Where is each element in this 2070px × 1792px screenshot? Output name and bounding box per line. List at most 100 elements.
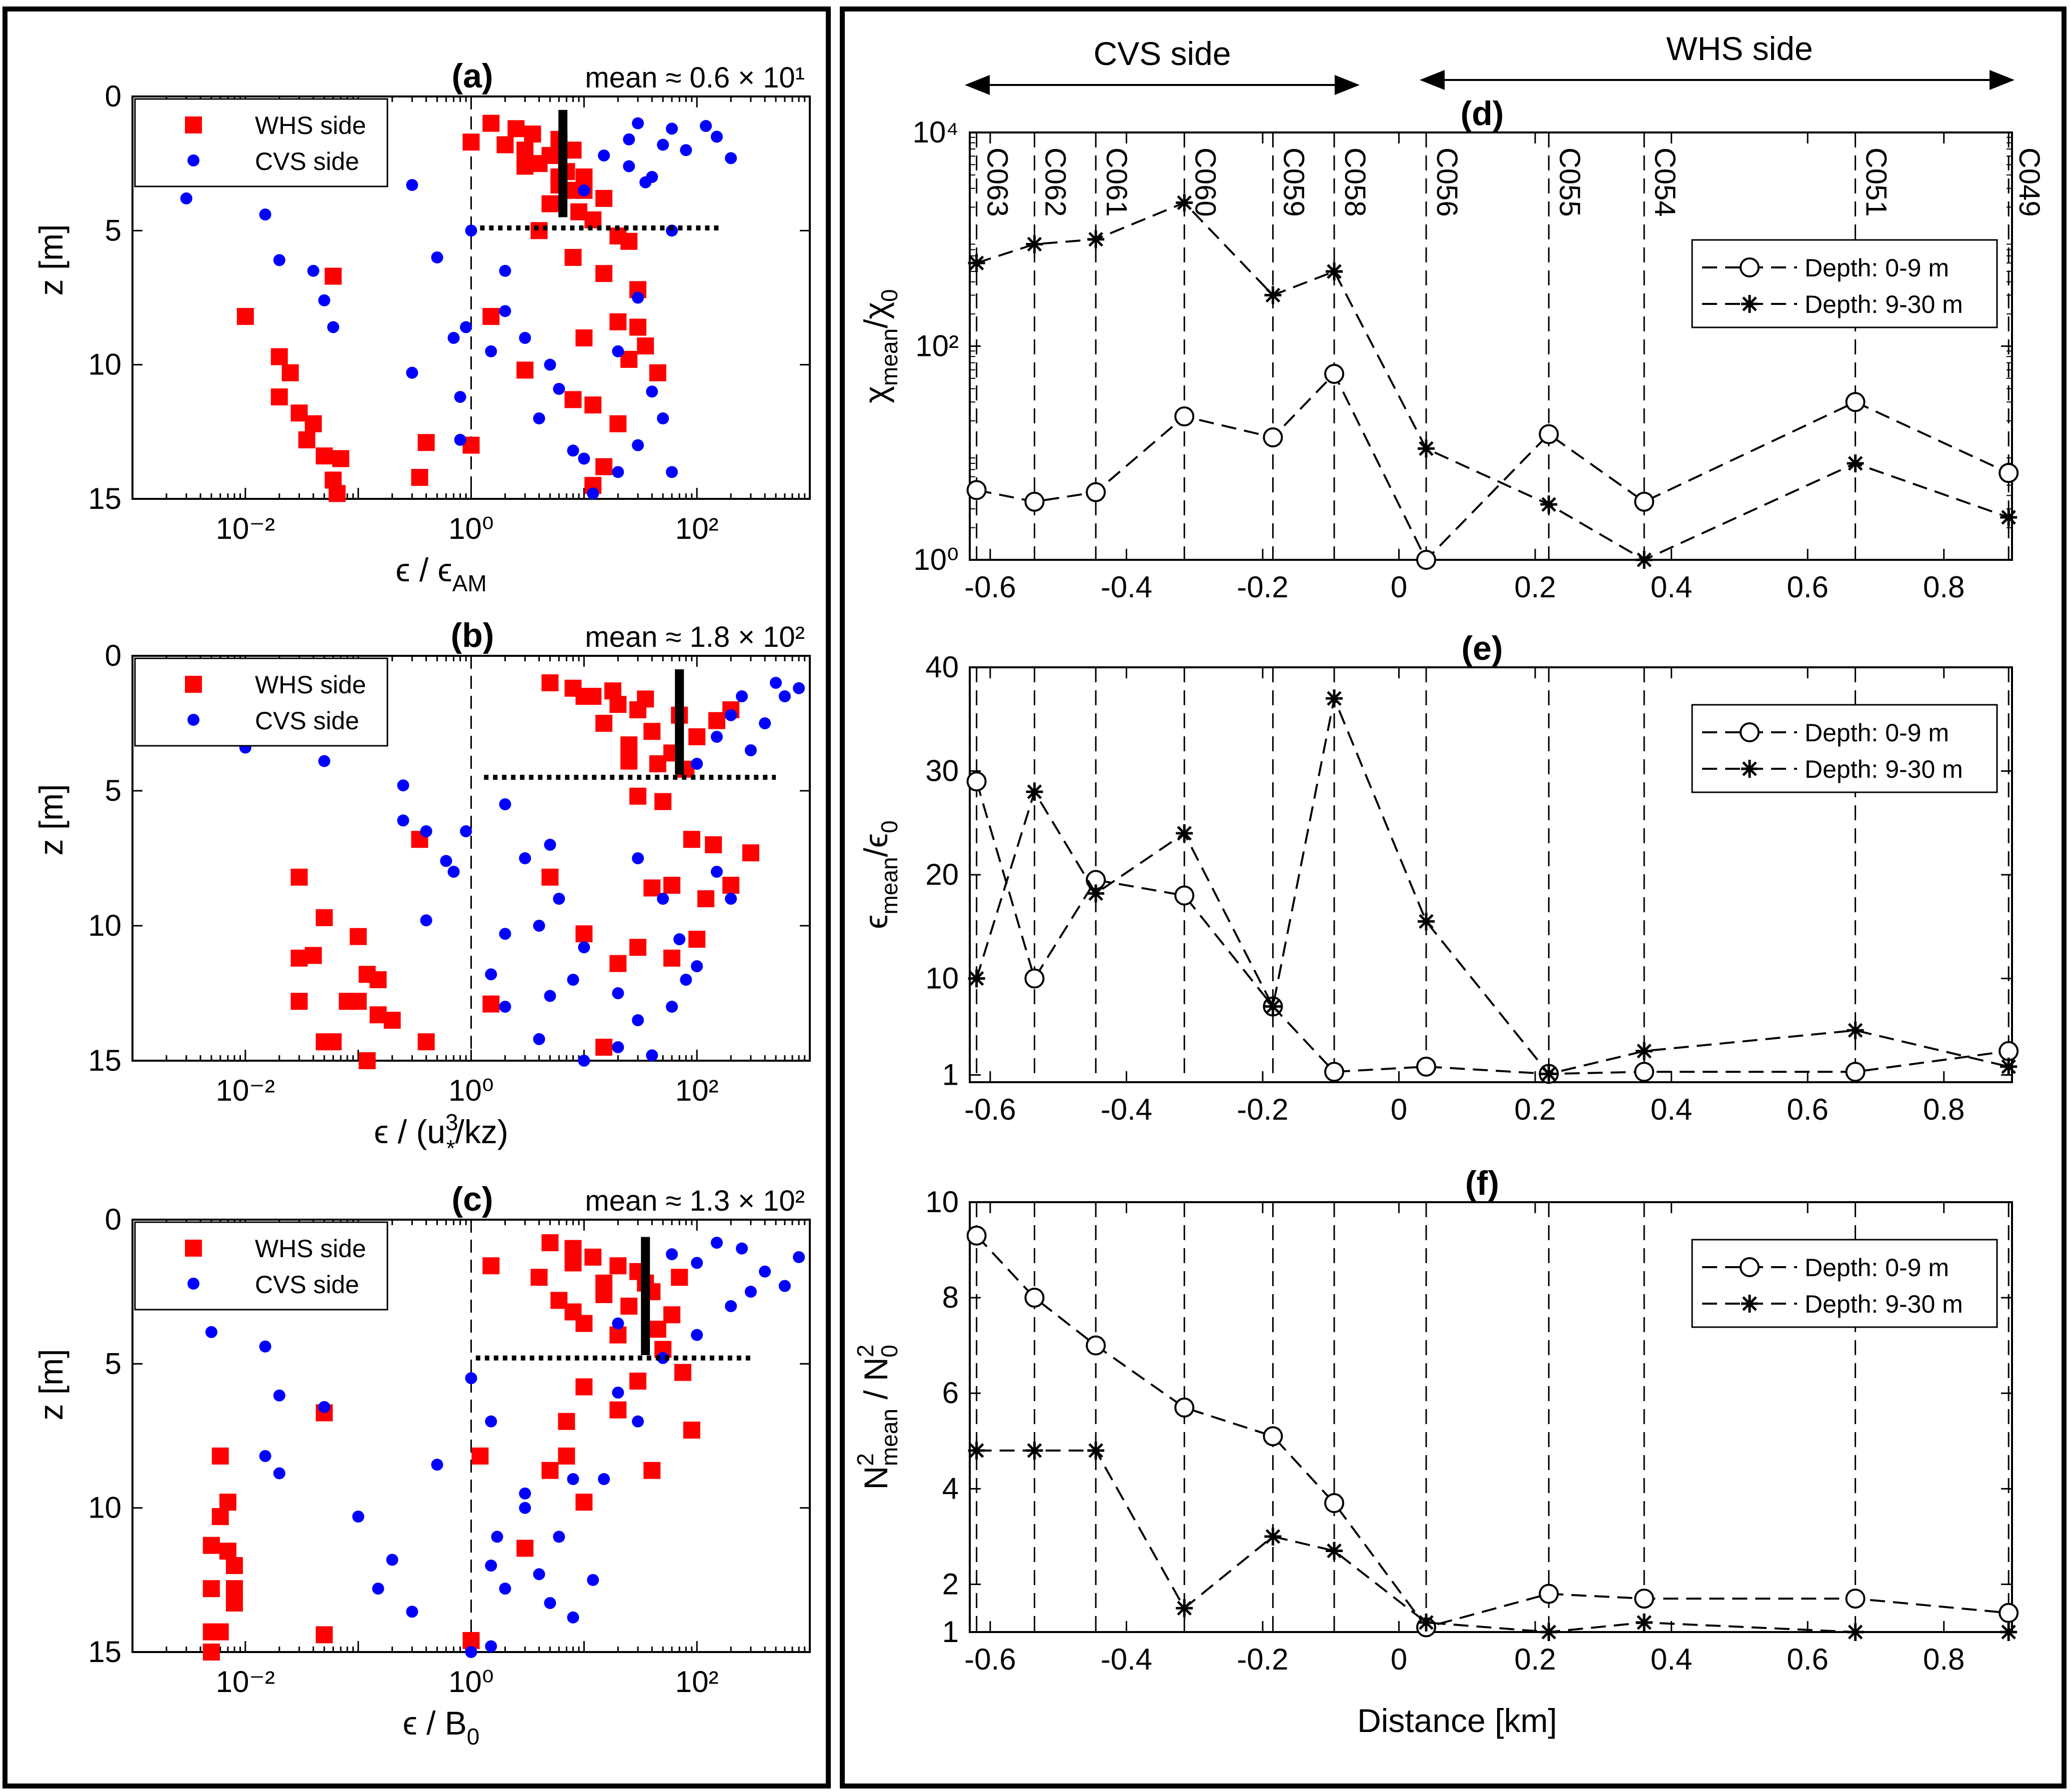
- legend-box: [134, 1221, 388, 1311]
- whs-data-point: [629, 1372, 647, 1390]
- series-circle-marker: [1999, 1041, 2019, 1061]
- cvs-data-point: [499, 264, 511, 277]
- asterisk-stroke: [1327, 691, 1342, 706]
- y-axis-label-main: χ: [857, 386, 894, 403]
- whs-data-point: [595, 189, 613, 207]
- series-asterisk-marker: [1326, 689, 1343, 708]
- legend-asterisk-marker: [1741, 295, 1758, 313]
- whs-data-point: [564, 141, 582, 159]
- x-tick-label: 0: [1391, 1643, 1407, 1676]
- whs-data-point: [649, 755, 666, 772]
- y-tick-label: 6: [942, 1376, 959, 1410]
- x-tick-label: 0.4: [1651, 1093, 1692, 1126]
- y-tick-label: 0: [105, 79, 121, 113]
- cvs-data-point: [710, 731, 723, 743]
- series-circle-marker: [1634, 1062, 1655, 1082]
- legend-whs-label: WHS side: [255, 1235, 366, 1263]
- whs-data-point: [649, 364, 666, 381]
- panel-b: 10⁻² 10⁰ 10² 0 5 10 15 WHS side CVS side (b) mean …: [88, 616, 811, 1161]
- whs-data-point: [629, 787, 647, 805]
- panel-c: 10⁻² 10⁰ 10² 0 5 10 15 WHS side CVS side (c) mean …: [88, 1180, 811, 1750]
- legend-box: [134, 98, 388, 187]
- x-tick-label: 0: [1391, 570, 1407, 604]
- cvs-data-point: [657, 1352, 669, 1364]
- cvs-data-point: [485, 345, 497, 357]
- cvs-data-point: [519, 1502, 531, 1514]
- whs-data-point: [584, 396, 602, 414]
- y-axis-label-sub: mean: [876, 328, 902, 386]
- y-tick-label: 10⁰: [913, 543, 959, 576]
- whs-data-point: [595, 265, 613, 282]
- cvs-data-point: [700, 120, 712, 132]
- whs-data-point: [584, 1248, 602, 1266]
- cvs-data-point: [454, 391, 466, 403]
- cvs-data-point: [612, 1387, 624, 1399]
- cvs-data-point: [431, 1459, 443, 1471]
- asterisk-stroke: [1541, 497, 1557, 512]
- cvs-data-point: [710, 1237, 723, 1249]
- mean-annotation-a: mean ≈ 0.6 × 10¹: [585, 61, 805, 94]
- cvs-data-point: [680, 974, 692, 986]
- series-line: [975, 781, 2009, 1075]
- y-axis-label-sup: 2: [852, 1453, 878, 1466]
- asterisk-stroke: [1027, 236, 1042, 252]
- x-axis-label-b: ϵ / (u3 */kz): [374, 1109, 508, 1161]
- cvs-data-point: [770, 677, 782, 689]
- panel-f: -0.6 -0.4 -0.2 0 0.2 0.4 0.6 0.8 1 2 4 6 8 10 Depth: 0…: [852, 1164, 2019, 1676]
- whs-data-point: [417, 1033, 435, 1051]
- whs-data-point: [620, 1298, 638, 1315]
- series-asterisk-marker: [1087, 1441, 1105, 1460]
- cvs-data-point: [578, 184, 590, 196]
- series-asterisk-marker: [1418, 439, 1435, 458]
- panel-title-f: (f): [1465, 1164, 1499, 1202]
- series-circle-marker: [1539, 1584, 1559, 1604]
- whs-data-point: [742, 844, 759, 862]
- whs-data-point: [643, 879, 661, 897]
- x-axis-label-sub: *: [446, 1135, 455, 1161]
- cvs-data-point: [259, 1340, 271, 1353]
- whs-data-point: [722, 877, 740, 894]
- asterisk-stroke: [2001, 510, 2016, 525]
- cvs-data-point: [499, 1001, 511, 1013]
- cvs-data-point: [578, 1055, 590, 1067]
- asterisk-stroke: [1419, 1615, 1434, 1630]
- asterisk-stroke: [1742, 1296, 1757, 1311]
- legend-b: WHS side CVS side: [134, 657, 388, 747]
- ylabel-c: z [m]: [32, 1349, 69, 1421]
- legend-label-0-9m: Depth: 0-9 m: [1805, 719, 1949, 747]
- legend-label-9-30m: Depth: 9-30 m: [1805, 755, 1963, 783]
- series-asterisk-marker: [1264, 997, 1282, 1016]
- y-tick-label: 1: [942, 1058, 959, 1091]
- legend-box: [1691, 1239, 1998, 1328]
- x-tick-label: -0.6: [964, 1643, 1016, 1676]
- y-tick-label: 15: [88, 1635, 121, 1669]
- whs-data-point: [629, 939, 647, 956]
- cvs-data-point: [485, 968, 497, 981]
- asterisk-stroke: [1265, 999, 1281, 1014]
- panel-d: C063 C062 C061 C060 C059 C058 C056 C055 C054 C051…: [857, 94, 2046, 604]
- whs-data-point: [609, 415, 627, 432]
- x-tick-label: 10²: [675, 512, 719, 545]
- cvs-data-point: [499, 798, 511, 810]
- whs-data-point: [530, 1269, 548, 1286]
- y-tick-label: 40: [925, 650, 959, 684]
- cvs-data-point: [352, 1510, 364, 1523]
- cvs-data-point: [725, 152, 737, 164]
- cvs-data-point: [666, 224, 678, 237]
- series-asterisk-marker: [1847, 1021, 1864, 1040]
- cvs-data-point: [544, 358, 556, 371]
- y-tick-label: 5: [105, 1347, 121, 1380]
- series-circle-marker: [1634, 1589, 1655, 1609]
- whs-data-point: [482, 114, 500, 132]
- x-tick-label: 10⁻²: [216, 512, 275, 545]
- whs-data-point: [270, 348, 288, 365]
- whs-data-point: [575, 1378, 593, 1396]
- whs-data-point: [270, 388, 288, 406]
- whs-data-point: [211, 1508, 229, 1525]
- y-tick-label: 2: [942, 1567, 959, 1601]
- series-asterisk-marker: [1326, 1542, 1343, 1560]
- series-asterisk-marker: [1026, 783, 1043, 801]
- whs-data-point: [236, 308, 254, 325]
- y-axis-label-f: N2mean / N20: [852, 1345, 902, 1490]
